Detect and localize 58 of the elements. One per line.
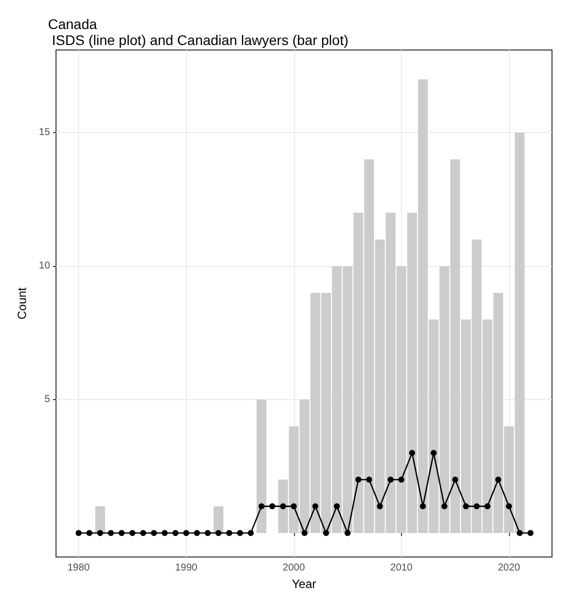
point <box>162 530 168 536</box>
x-tick-label: 2000 <box>282 562 306 574</box>
point <box>118 530 125 536</box>
chart-title: Canada <box>48 16 98 32</box>
point <box>215 530 222 536</box>
x-tick-label: 1990 <box>175 562 198 574</box>
point <box>290 503 297 510</box>
point <box>302 530 308 536</box>
point <box>388 476 394 483</box>
point <box>441 503 448 510</box>
point <box>97 530 104 536</box>
point <box>409 450 416 456</box>
point <box>420 503 426 510</box>
point <box>355 476 362 483</box>
point <box>376 503 383 510</box>
x-axis-title: Year <box>292 576 316 591</box>
point <box>129 530 136 536</box>
point <box>269 503 276 510</box>
point <box>140 530 146 536</box>
y-tick-label: 10 <box>38 260 50 272</box>
point <box>183 530 190 536</box>
point <box>237 530 243 536</box>
point <box>474 503 480 510</box>
point <box>462 503 469 510</box>
point <box>150 530 157 536</box>
point <box>323 530 330 536</box>
chart-subtitle: ISDS (line plot) and Canadian lawyers (bar plot) <box>48 32 348 48</box>
point <box>366 476 372 483</box>
point <box>516 530 523 536</box>
bar <box>214 506 224 533</box>
x-tick-label: 2010 <box>390 562 413 574</box>
point <box>194 530 200 536</box>
point <box>204 530 211 536</box>
point <box>495 476 502 483</box>
point <box>398 476 404 483</box>
point <box>527 530 534 536</box>
point <box>334 503 340 510</box>
point <box>258 503 265 510</box>
y-tick-label: 15 <box>38 127 50 138</box>
point <box>430 450 437 456</box>
point <box>226 530 232 536</box>
point <box>452 476 458 483</box>
point <box>86 530 92 536</box>
point <box>76 530 82 536</box>
point <box>248 530 254 536</box>
point <box>312 503 318 510</box>
point <box>280 503 286 510</box>
point <box>506 503 512 510</box>
y-axis-title: Count <box>15 286 29 320</box>
point <box>172 530 178 536</box>
x-tick-label: 1980 <box>67 562 90 574</box>
bar <box>95 506 106 533</box>
point <box>108 530 114 536</box>
point <box>344 530 351 536</box>
point <box>484 503 490 510</box>
x-tick-label: 2020 <box>498 562 521 574</box>
bar <box>256 400 266 533</box>
y-tick-label: 5 <box>44 394 50 406</box>
